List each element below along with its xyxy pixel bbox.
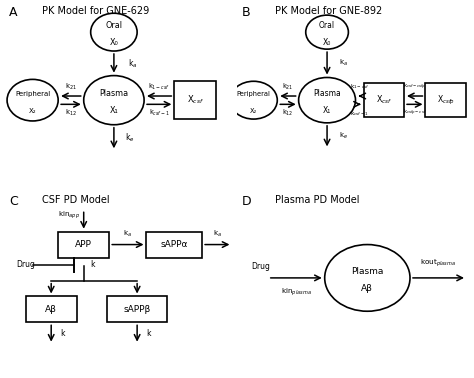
FancyBboxPatch shape xyxy=(146,232,202,257)
Text: k$_{csf-csfp}$: k$_{csf-csfp}$ xyxy=(403,82,426,92)
Text: k$_{21}$: k$_{21}$ xyxy=(282,82,294,92)
Text: X$_{csf}$: X$_{csf}$ xyxy=(376,94,392,107)
Text: X₀: X₀ xyxy=(323,38,331,47)
Text: k: k xyxy=(91,260,95,270)
Circle shape xyxy=(325,245,410,311)
Text: X$_{csf}$: X$_{csf}$ xyxy=(187,94,204,107)
Text: Plasma: Plasma xyxy=(313,89,341,98)
Text: kin$_{app}$: kin$_{app}$ xyxy=(58,209,80,221)
Text: PK Model for GNE-892: PK Model for GNE-892 xyxy=(275,6,382,15)
Text: sAPPα: sAPPα xyxy=(161,240,188,249)
Text: Drug: Drug xyxy=(16,260,35,270)
Text: k$_{12}$: k$_{12}$ xyxy=(65,108,77,118)
Text: k$_{1-csf}$: k$_{1-csf}$ xyxy=(350,82,369,91)
Text: Plasma PD Model: Plasma PD Model xyxy=(275,195,359,204)
Text: k$_{1-csf}$: k$_{1-csf}$ xyxy=(148,82,170,92)
Text: k$_e$: k$_e$ xyxy=(126,132,135,144)
FancyBboxPatch shape xyxy=(26,296,77,322)
Text: k$_{21}$: k$_{21}$ xyxy=(65,82,77,92)
Text: Peripheral: Peripheral xyxy=(237,91,271,96)
Text: Peripheral: Peripheral xyxy=(15,91,50,96)
Text: k$_a$: k$_a$ xyxy=(339,58,348,68)
Text: X₁: X₁ xyxy=(323,106,331,115)
Text: kin$_{plasma}$: kin$_{plasma}$ xyxy=(281,287,312,299)
Text: Plasma: Plasma xyxy=(351,267,383,276)
Circle shape xyxy=(299,77,356,123)
FancyBboxPatch shape xyxy=(364,83,404,117)
Text: k$_a$: k$_a$ xyxy=(128,57,137,70)
Text: k$_{csf-1}$: k$_{csf-1}$ xyxy=(350,109,369,118)
FancyBboxPatch shape xyxy=(107,296,167,322)
Text: Drug: Drug xyxy=(251,262,270,271)
Text: k$_{12}$: k$_{12}$ xyxy=(283,108,293,118)
Text: Oral: Oral xyxy=(105,21,122,30)
Text: X$_{csfp}$: X$_{csfp}$ xyxy=(437,94,455,107)
Text: Oral: Oral xyxy=(319,21,335,30)
FancyBboxPatch shape xyxy=(58,232,109,257)
Text: A: A xyxy=(9,6,18,19)
Text: X₂: X₂ xyxy=(250,108,257,113)
Circle shape xyxy=(306,15,348,49)
Text: Plasma: Plasma xyxy=(100,89,128,98)
Text: k$_a$: k$_a$ xyxy=(213,228,222,239)
Text: X₀: X₀ xyxy=(109,38,118,47)
Text: k: k xyxy=(146,329,151,338)
FancyBboxPatch shape xyxy=(426,83,465,117)
Text: k$_{csfp-csf}$: k$_{csfp-csf}$ xyxy=(403,108,427,118)
Text: k: k xyxy=(61,329,65,338)
Text: X₁: X₁ xyxy=(109,106,118,115)
Text: k$_e$: k$_e$ xyxy=(339,131,348,141)
Text: k$_a$: k$_a$ xyxy=(123,228,132,239)
Text: CSF PD Model: CSF PD Model xyxy=(42,195,109,204)
Text: PK Model for GNE-629: PK Model for GNE-629 xyxy=(42,6,149,15)
Text: B: B xyxy=(242,6,250,19)
Text: sAPPβ: sAPPβ xyxy=(124,305,151,314)
Text: X₂: X₂ xyxy=(29,108,36,113)
FancyBboxPatch shape xyxy=(174,81,216,119)
Text: Aβ: Aβ xyxy=(361,284,374,293)
Text: C: C xyxy=(9,195,18,208)
Circle shape xyxy=(7,79,58,121)
Text: APP: APP xyxy=(75,240,92,249)
Circle shape xyxy=(230,81,277,119)
Circle shape xyxy=(84,76,144,125)
Text: kout$_{plasma}$: kout$_{plasma}$ xyxy=(420,257,456,269)
Circle shape xyxy=(91,13,137,51)
Text: k$_{csf-1}$: k$_{csf-1}$ xyxy=(149,108,170,118)
Text: Aβ: Aβ xyxy=(45,305,57,314)
Text: D: D xyxy=(242,195,251,208)
